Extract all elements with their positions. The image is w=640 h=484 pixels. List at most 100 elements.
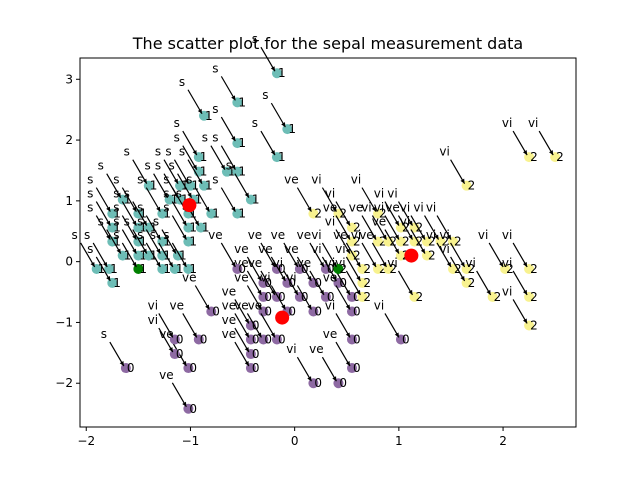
point-arrow-head <box>116 248 121 254</box>
point-species-label: ve <box>333 228 347 242</box>
point-arrow-line <box>270 256 286 282</box>
point-arrow-head <box>244 361 249 367</box>
point-species-label: s <box>144 159 150 173</box>
point-cluster-label: 1 <box>163 235 171 249</box>
point-cluster-label: 2 <box>415 290 423 304</box>
point-arrow-line <box>234 327 250 353</box>
point-species-label: s <box>212 131 218 145</box>
point-arrow-head <box>498 261 504 267</box>
point-arrow-head <box>106 275 111 281</box>
point-arrow-head <box>156 248 161 254</box>
point-cluster-label: 2 <box>506 262 514 276</box>
point-cluster-label: 0 <box>264 304 272 318</box>
point-annotation: s1 <box>174 131 208 179</box>
point-annotation: vi2 <box>502 256 538 304</box>
point-arrow-line <box>210 145 226 170</box>
point-species-label: s <box>98 159 104 173</box>
point-arrow-line <box>283 242 299 268</box>
point-species-label: s <box>155 159 161 173</box>
point-arrow-line <box>260 46 276 72</box>
point-annotation: ve 0 <box>323 270 361 318</box>
point-cluster-label: 2 <box>468 179 476 193</box>
point-annotation: vi2 <box>374 201 410 249</box>
point-cluster-label: 2 <box>402 235 410 249</box>
point-annotation: ve 2 <box>333 228 371 276</box>
point-species-label: s <box>87 187 93 201</box>
point-annotation: vi 2 <box>335 242 371 290</box>
point-arrow-head <box>270 150 275 156</box>
point-species-label: vi <box>439 228 449 242</box>
point-annotation: s1 <box>87 242 121 290</box>
point-cluster-label: 1 <box>191 179 199 193</box>
point-cluster-label: 0 <box>278 332 286 346</box>
point-arrow-line <box>296 256 312 282</box>
outlier-cluster-label: 1 <box>139 262 147 276</box>
x-tick-label: 1 <box>395 434 403 448</box>
point-annotation: s1 <box>212 61 246 109</box>
point-cluster-label: 0 <box>314 376 322 390</box>
point-species-label: vi <box>351 228 361 242</box>
point-annotation: ve2 <box>359 228 397 276</box>
point-species-label: ve <box>222 284 236 298</box>
point-species-label: ve <box>323 270 337 284</box>
point-species-label: s <box>113 187 119 201</box>
point-species-label: vi <box>361 201 371 215</box>
point-arrow-head <box>142 220 147 226</box>
point-arrow-head <box>420 248 425 254</box>
point-arrow-head <box>345 234 350 240</box>
y-tick-label: −1 <box>55 315 73 329</box>
point-arrow-head <box>394 248 399 254</box>
point-arrow-head <box>244 318 249 324</box>
point-species-label: vi <box>439 242 449 256</box>
point-arrow-head <box>231 261 236 267</box>
point-annotation: vi0 <box>260 270 296 318</box>
point-cluster-label: 0 <box>314 276 322 290</box>
point-cluster-label: 1 <box>202 221 210 235</box>
point-arrow-line <box>121 187 137 212</box>
point-arrow-line <box>153 173 169 198</box>
point-arrow-line <box>410 215 426 240</box>
point-arrow-head <box>332 376 337 382</box>
point-annotation: vi0 <box>374 298 410 346</box>
point-arrow-line <box>384 229 400 254</box>
point-arrow-line <box>246 285 262 310</box>
point-arrow-line <box>171 201 187 226</box>
point-cluster-label: 0 <box>176 332 184 346</box>
point-species-label: s <box>179 75 185 89</box>
point-arrow-line <box>80 242 96 268</box>
point-arrow-line <box>121 215 137 240</box>
point-arrow-head <box>371 206 377 212</box>
point-cluster-label: 1 <box>205 109 213 123</box>
point-arrow-head <box>281 304 286 310</box>
point-cluster-label: 2 <box>468 276 476 290</box>
point-species-label: s <box>202 131 208 145</box>
point-species-label: vi <box>502 256 512 270</box>
point-cluster-label: 2 <box>389 262 397 276</box>
point-species-label: s <box>137 215 143 229</box>
point-arrow-line <box>309 270 325 296</box>
point-arrow-line <box>296 187 312 212</box>
point-species-label: s <box>163 201 169 215</box>
point-cluster-label: 1 <box>139 249 147 263</box>
point-species-label: s <box>84 228 90 242</box>
point-arrow-head <box>257 332 262 338</box>
point-arrow-line <box>436 242 452 268</box>
point-annotation: ve 0 <box>323 327 361 375</box>
outlier-annotation: s1 <box>113 228 147 276</box>
point-arrow-head <box>371 234 377 240</box>
point-species-label: vi <box>335 242 345 256</box>
outlier-cluster-label: 2 <box>339 262 347 276</box>
point-arrow-line <box>173 159 189 184</box>
centroid-marker <box>404 248 419 263</box>
point-arrow-line <box>171 215 187 240</box>
point-annotation: s1 <box>179 75 213 123</box>
point-annotation: vi2 <box>502 228 538 276</box>
point-arrow-line <box>512 242 528 268</box>
point-annotation: ve 0 <box>222 284 260 332</box>
point-arrow-line <box>397 215 414 240</box>
point-arrow-head <box>332 275 337 281</box>
point-annotation: vi2 <box>426 201 462 249</box>
point-species-label: ve <box>159 368 173 382</box>
point-arrow-line <box>163 159 179 184</box>
point-annotation: s1 <box>124 145 158 193</box>
